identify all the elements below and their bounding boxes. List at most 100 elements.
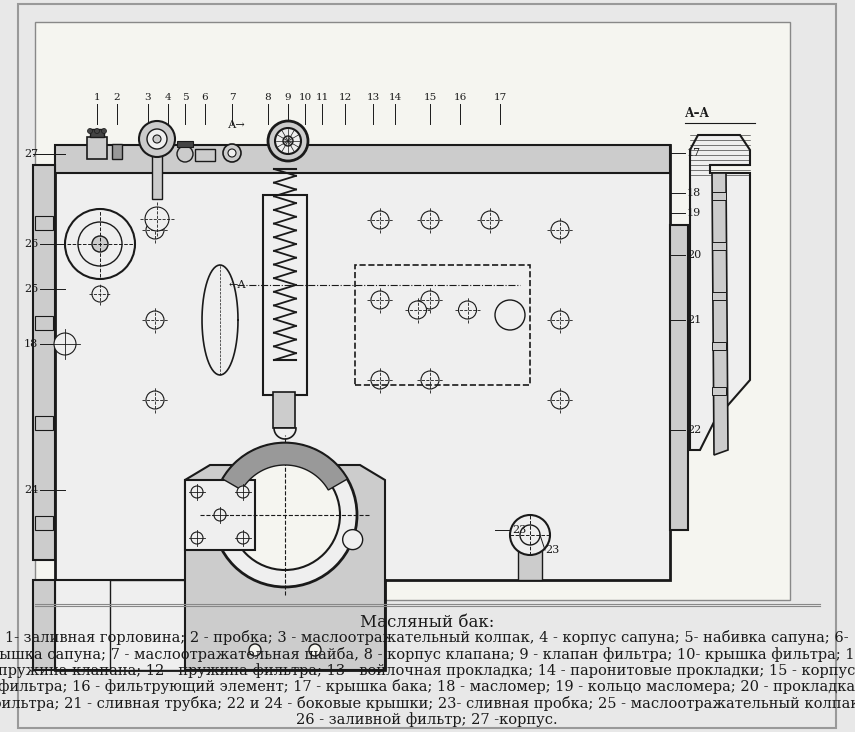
Circle shape [268, 121, 308, 161]
Text: крышка сапуна; 7 - маслоотражательная шайба, 8 - корпус клапана; 9 - клапан филь: крышка сапуна; 7 - маслоотражательная ша… [0, 646, 855, 662]
Text: 10: 10 [298, 93, 311, 102]
Text: 23: 23 [545, 545, 559, 555]
Bar [195, 149, 215, 161]
Bar [712, 192, 726, 200]
Circle shape [309, 644, 321, 656]
Circle shape [551, 311, 569, 329]
Circle shape [102, 129, 107, 133]
Text: 7: 7 [228, 93, 235, 102]
Bar [33, 165, 55, 560]
Circle shape [145, 207, 169, 231]
Text: 3: 3 [144, 93, 151, 102]
Bar [35, 216, 53, 230]
Text: 11: 11 [315, 93, 328, 102]
Circle shape [92, 236, 108, 252]
Text: 9: 9 [285, 93, 292, 102]
Bar [712, 242, 726, 250]
Bar [55, 145, 670, 173]
Bar [273, 392, 295, 428]
Circle shape [146, 311, 164, 329]
Bar [35, 316, 53, 330]
Text: 18: 18 [24, 339, 38, 349]
Text: 18: 18 [687, 188, 701, 198]
Circle shape [146, 221, 164, 239]
Polygon shape [690, 135, 750, 450]
Circle shape [409, 301, 427, 319]
Circle shape [214, 509, 226, 521]
Circle shape [95, 129, 99, 133]
Circle shape [283, 136, 293, 146]
Text: А–А: А–А [685, 107, 711, 120]
Circle shape [237, 532, 249, 544]
Circle shape [228, 149, 236, 157]
Polygon shape [110, 580, 385, 670]
Text: 5: 5 [181, 93, 188, 102]
Bar [185, 480, 255, 550]
Circle shape [249, 644, 261, 656]
Circle shape [371, 211, 389, 229]
Bar [35, 416, 53, 430]
Text: Масляный бак:: Масляный бак: [360, 614, 494, 631]
Circle shape [343, 530, 363, 550]
Bar [55, 580, 385, 670]
Circle shape [520, 525, 540, 545]
Bar [90, 129, 104, 137]
Text: пружина клапана; 12 - пружина фильтра; 13 - войлочная прокладка; 14 - паронитовы: пружина клапана; 12 - пружина фильтра; 1… [0, 663, 855, 678]
Text: 21: 21 [687, 315, 701, 325]
Text: 15: 15 [423, 93, 437, 102]
Text: фильтра; 16 - фильтрующий элемент; 17 - крышка бака; 18 - масломер; 19 - кольцо : фильтра; 16 - фильтрующий элемент; 17 - … [0, 679, 855, 695]
Bar [112, 144, 122, 159]
Circle shape [92, 286, 108, 302]
Bar [712, 292, 726, 300]
Circle shape [87, 129, 92, 133]
Circle shape [421, 211, 439, 229]
Circle shape [213, 443, 357, 587]
Circle shape [551, 391, 569, 409]
Bar [670, 225, 688, 530]
Circle shape [421, 291, 439, 309]
Circle shape [153, 135, 161, 143]
Circle shape [371, 371, 389, 389]
Circle shape [147, 129, 167, 149]
Circle shape [237, 486, 249, 498]
Text: 26: 26 [24, 239, 38, 249]
Bar [177, 141, 193, 147]
Bar [35, 22, 790, 600]
Circle shape [191, 486, 203, 498]
Text: 19: 19 [687, 208, 701, 218]
Bar [355, 265, 530, 385]
Circle shape [191, 532, 203, 544]
Circle shape [551, 221, 569, 239]
Circle shape [371, 291, 389, 309]
Circle shape [223, 144, 241, 162]
Circle shape [208, 530, 227, 550]
Text: 25: 25 [24, 284, 38, 294]
Text: фильтра; 21 - сливная трубка; 22 и 24 - боковые крышки; 23- сливная пробка; 25 -: фильтра; 21 - сливная трубка; 22 и 24 - … [0, 696, 855, 711]
Circle shape [230, 460, 340, 570]
Bar [35, 516, 53, 530]
Text: 23: 23 [512, 525, 526, 535]
Text: 27: 27 [24, 149, 38, 159]
Circle shape [54, 333, 76, 355]
Circle shape [421, 371, 439, 389]
Circle shape [510, 515, 550, 555]
Circle shape [146, 391, 164, 409]
Text: ←А: ←А [228, 280, 246, 290]
Text: 6: 6 [202, 93, 209, 102]
Circle shape [481, 211, 499, 229]
Circle shape [177, 146, 193, 162]
Polygon shape [55, 580, 385, 670]
Text: 24: 24 [24, 485, 38, 495]
Text: 8: 8 [265, 93, 271, 102]
Bar [55, 145, 670, 580]
Circle shape [139, 121, 175, 157]
Text: 22: 22 [687, 425, 701, 435]
Text: 16: 16 [453, 93, 467, 102]
Bar [87, 137, 107, 159]
Circle shape [458, 301, 476, 319]
Text: 26 - заливной фильтр; 27 -корпус.: 26 - заливной фильтр; 27 -корпус. [296, 712, 557, 728]
Polygon shape [185, 465, 385, 670]
Text: 2: 2 [114, 93, 121, 102]
Circle shape [275, 128, 301, 154]
Circle shape [78, 222, 122, 266]
